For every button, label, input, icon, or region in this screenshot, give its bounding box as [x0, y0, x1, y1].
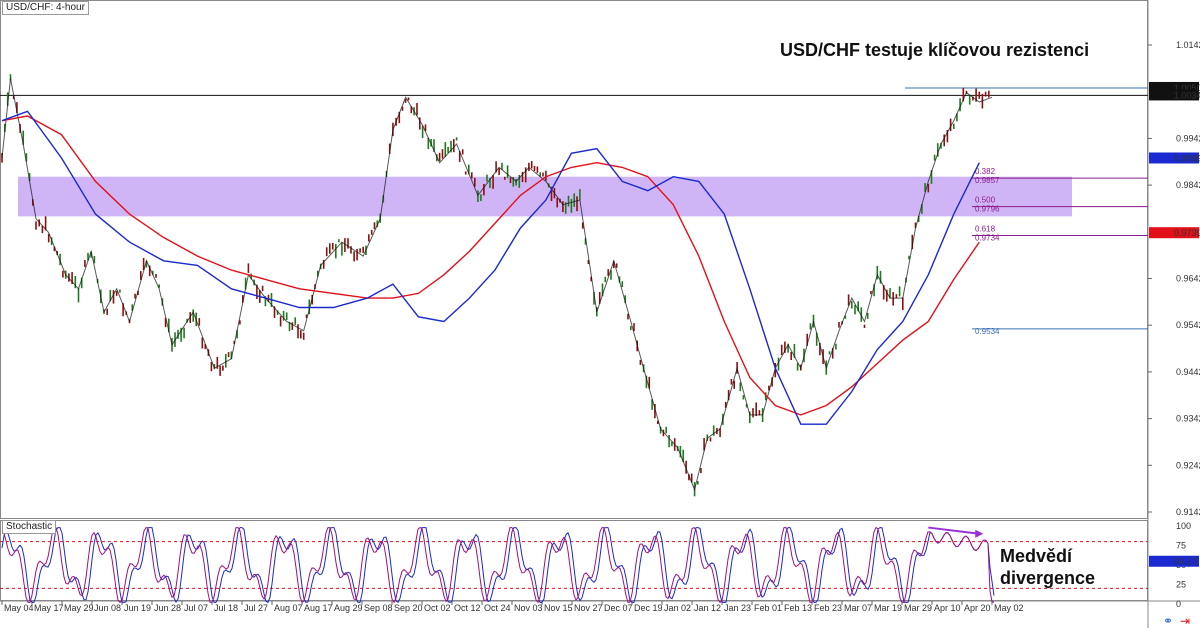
- time-tick-label: Aug 07: [274, 603, 303, 613]
- stochastic-tick-label: 0: [1176, 599, 1181, 609]
- resistance-zone: [18, 176, 1072, 217]
- price-marker-label: 0.9899: [1174, 153, 1200, 163]
- price-marker-label: 1.0050: [1174, 83, 1200, 93]
- time-tick-label: Feb 01: [754, 603, 782, 613]
- time-tick-label: Jan 12: [694, 603, 721, 613]
- price-marker-label: 0.9739: [1174, 228, 1200, 238]
- price-marker-box: [1149, 152, 1199, 164]
- price-series-line: [1, 78, 993, 492]
- price-tick-label: 0.9942: [1176, 133, 1200, 143]
- price-tick-label: 0.9642: [1176, 274, 1200, 284]
- fib-ratio-label: 0.618: [975, 225, 996, 234]
- instrument-label: USD/CHF: 4-hour: [2, 1, 89, 15]
- time-tick-label: Mar 07: [844, 603, 872, 613]
- fast-moving-average: [1, 110, 980, 425]
- slow-moving-average: [1, 115, 980, 416]
- time-tick-label: Aug 17: [304, 603, 333, 613]
- price-marker-box: [1149, 89, 1199, 101]
- time-tick-label: Dec 19: [634, 603, 663, 613]
- time-tick-label: Jun 28: [154, 603, 181, 613]
- time-tick-label: Jun 08: [94, 603, 121, 613]
- time-tick-label: Nov 15: [544, 603, 573, 613]
- time-tick-label: Jul 27: [244, 603, 268, 613]
- price-tick-label: 0.9442: [1176, 367, 1200, 377]
- time-tick-label: Mar 19: [874, 603, 902, 613]
- fib-price-label: 0.9534: [975, 327, 1000, 336]
- stochastic-tick-label: 25: [1176, 580, 1186, 590]
- time-tick-label: Jan 23: [724, 603, 751, 613]
- time-tick-label: Oct 12: [454, 603, 481, 613]
- time-tick-label: May 02: [994, 603, 1024, 613]
- time-tick-label: Feb 13: [784, 603, 812, 613]
- time-tick-label: May 17: [34, 603, 64, 613]
- time-tick-label: Oct 24: [484, 603, 511, 613]
- chart-headline: USD/CHF testuje klíčovou rezistenci: [780, 40, 1090, 60]
- time-tick-label: Sep 20: [394, 603, 423, 613]
- stochastic-tick-label: 100: [1176, 521, 1191, 531]
- fib-price-label: 0.9734: [975, 234, 1000, 243]
- time-tick-label: May 29: [64, 603, 94, 613]
- price-tick-label: 0.9142: [1176, 507, 1200, 517]
- time-tick-label: Mar 29: [904, 603, 932, 613]
- fib-ratio-label: 0.500: [975, 196, 996, 205]
- stochastic-tick-label: 75: [1176, 541, 1186, 551]
- time-tick-label: Nov 27: [574, 603, 603, 613]
- divergence-arrow-icon: [975, 529, 984, 538]
- divergence-note-line-1: Medvědí: [1000, 546, 1073, 566]
- price-marker-box: [1149, 227, 1199, 239]
- fib-ratio-label: 0.382: [975, 167, 996, 176]
- price-marker-label: 1.0034: [1174, 90, 1200, 100]
- oscillator-label: Stochastic: [2, 520, 57, 534]
- stochastic-k-line: [1, 527, 995, 604]
- fib-price-label: 0.9857: [975, 176, 1000, 185]
- price-marker-box: [1149, 81, 1199, 93]
- stochastic-value-box: [1149, 555, 1199, 567]
- time-tick-label: Aug 29: [334, 603, 363, 613]
- price-tick-label: 1.0142: [1176, 40, 1200, 50]
- time-tick-label: May 04: [4, 603, 34, 613]
- time-tick-label: Jan 02: [664, 603, 691, 613]
- link-icon[interactable]: ⚭: [1163, 614, 1174, 628]
- stochastic-d-line: [1, 526, 995, 604]
- fib-price-label: 0.9796: [975, 205, 1000, 214]
- stochastic-value-label: 54.17: [1174, 557, 1197, 567]
- divergence-trendline: [928, 526, 980, 535]
- scroll-end-icon[interactable]: ⇥: [1180, 614, 1191, 628]
- time-tick-label: Nov 03: [514, 603, 543, 613]
- time-tick-label: Oct 02: [424, 603, 451, 613]
- time-tick-label: Jul 07: [184, 603, 208, 613]
- divergence-note-line-2: divergence: [1000, 568, 1096, 588]
- time-tick-label: Apr 20: [964, 603, 991, 613]
- price-tick-label: 0.9542: [1176, 320, 1200, 330]
- time-tick-label: Sep 08: [364, 603, 393, 613]
- divergence-note: Medvědí divergence: [1000, 545, 1095, 589]
- time-tick-label: Dec 07: [604, 603, 633, 613]
- price-tick-label: 0.9242: [1176, 460, 1200, 470]
- time-tick-label: Jun 19: [124, 603, 151, 613]
- time-tick-label: Jul 18: [214, 603, 238, 613]
- price-tick-label: 0.9842: [1176, 180, 1200, 190]
- oscillator-pane-frame: [0, 520, 1148, 601]
- time-tick-label: Feb 23: [814, 603, 842, 613]
- time-tick-label: Apr 10: [934, 603, 961, 613]
- main-pane-frame: [0, 0, 1148, 519]
- price-tick-label: 0.9342: [1176, 414, 1200, 424]
